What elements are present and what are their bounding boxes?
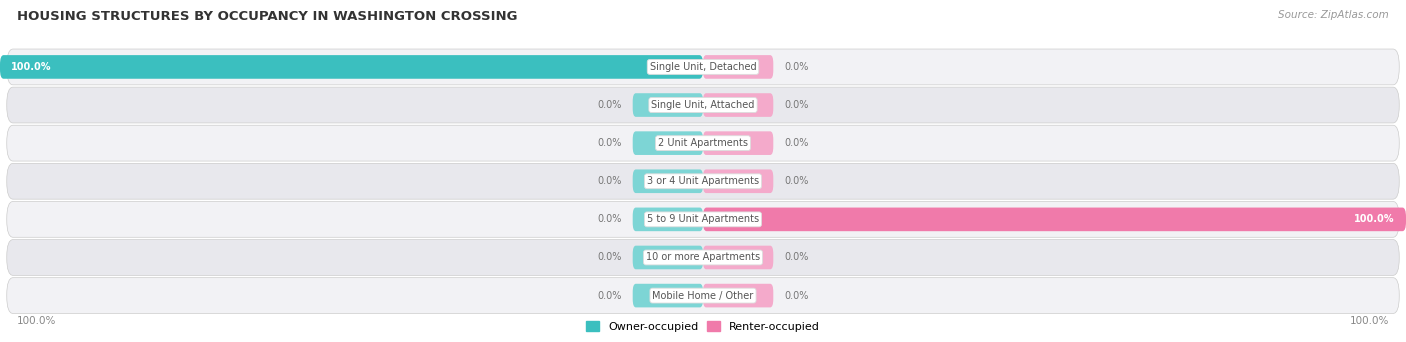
FancyBboxPatch shape [703,131,773,155]
Legend: Owner-occupied, Renter-occupied: Owner-occupied, Renter-occupied [581,317,825,337]
Text: 5 to 9 Unit Apartments: 5 to 9 Unit Apartments [647,214,759,224]
Text: 0.0%: 0.0% [785,252,808,262]
FancyBboxPatch shape [633,131,703,155]
Text: 2 Unit Apartments: 2 Unit Apartments [658,138,748,148]
FancyBboxPatch shape [633,284,703,307]
Text: Source: ZipAtlas.com: Source: ZipAtlas.com [1278,10,1389,20]
Text: 0.0%: 0.0% [785,100,808,110]
FancyBboxPatch shape [7,87,1399,123]
FancyBboxPatch shape [7,49,1399,85]
Text: 0.0%: 0.0% [598,100,621,110]
Text: Single Unit, Attached: Single Unit, Attached [651,100,755,110]
Text: Single Unit, Detached: Single Unit, Detached [650,62,756,72]
FancyBboxPatch shape [633,169,703,193]
FancyBboxPatch shape [7,201,1399,237]
Text: 0.0%: 0.0% [598,176,621,186]
FancyBboxPatch shape [633,208,703,231]
Text: 100.0%: 100.0% [11,62,52,72]
Text: 100.0%: 100.0% [1354,214,1395,224]
FancyBboxPatch shape [703,169,773,193]
Text: 0.0%: 0.0% [598,214,621,224]
FancyBboxPatch shape [7,278,1399,314]
FancyBboxPatch shape [7,239,1399,275]
Text: 3 or 4 Unit Apartments: 3 or 4 Unit Apartments [647,176,759,186]
Text: 0.0%: 0.0% [785,62,808,72]
FancyBboxPatch shape [0,55,703,79]
Text: 100.0%: 100.0% [17,316,56,327]
FancyBboxPatch shape [703,246,773,269]
Text: 0.0%: 0.0% [785,291,808,301]
Text: 0.0%: 0.0% [598,252,621,262]
FancyBboxPatch shape [633,246,703,269]
FancyBboxPatch shape [703,284,773,307]
Text: 10 or more Apartments: 10 or more Apartments [645,252,761,262]
Text: 0.0%: 0.0% [598,291,621,301]
Text: HOUSING STRUCTURES BY OCCUPANCY IN WASHINGTON CROSSING: HOUSING STRUCTURES BY OCCUPANCY IN WASHI… [17,10,517,23]
Text: 0.0%: 0.0% [785,176,808,186]
Text: 100.0%: 100.0% [1350,316,1389,327]
Text: 0.0%: 0.0% [785,138,808,148]
FancyBboxPatch shape [7,125,1399,161]
FancyBboxPatch shape [633,93,703,117]
FancyBboxPatch shape [7,163,1399,199]
FancyBboxPatch shape [703,55,773,79]
Text: 0.0%: 0.0% [598,138,621,148]
FancyBboxPatch shape [703,208,1406,231]
FancyBboxPatch shape [703,93,773,117]
Text: Mobile Home / Other: Mobile Home / Other [652,291,754,301]
